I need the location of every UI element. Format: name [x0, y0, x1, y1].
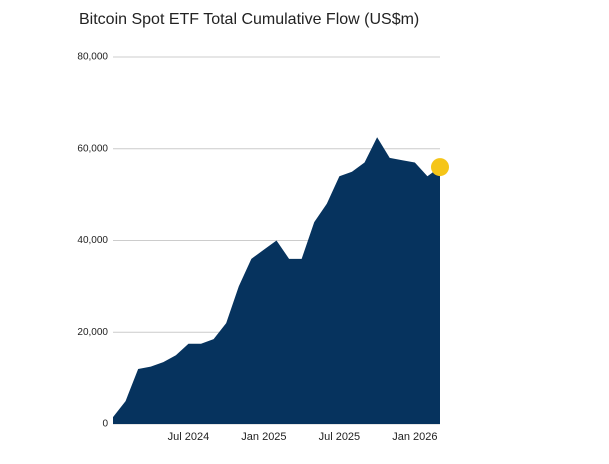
- chart-title: Bitcoin Spot ETF Total Cumulative Flow (…: [79, 11, 419, 28]
- x-tick-label: Jul 2024: [168, 431, 210, 443]
- x-tick-label: Jan 2025: [241, 431, 286, 443]
- end-marker: [431, 158, 449, 177]
- y-tick-label: 0: [102, 419, 108, 430]
- y-tick-label: 20,000: [77, 327, 108, 338]
- y-tick-label: 80,000: [77, 52, 108, 63]
- x-tick-label: Jul 2025: [319, 431, 361, 443]
- x-tick-label: Jan 2026: [392, 431, 437, 443]
- y-tick-label: 40,000: [77, 235, 108, 246]
- y-tick-label: 60,000: [77, 143, 108, 154]
- area: [113, 137, 440, 424]
